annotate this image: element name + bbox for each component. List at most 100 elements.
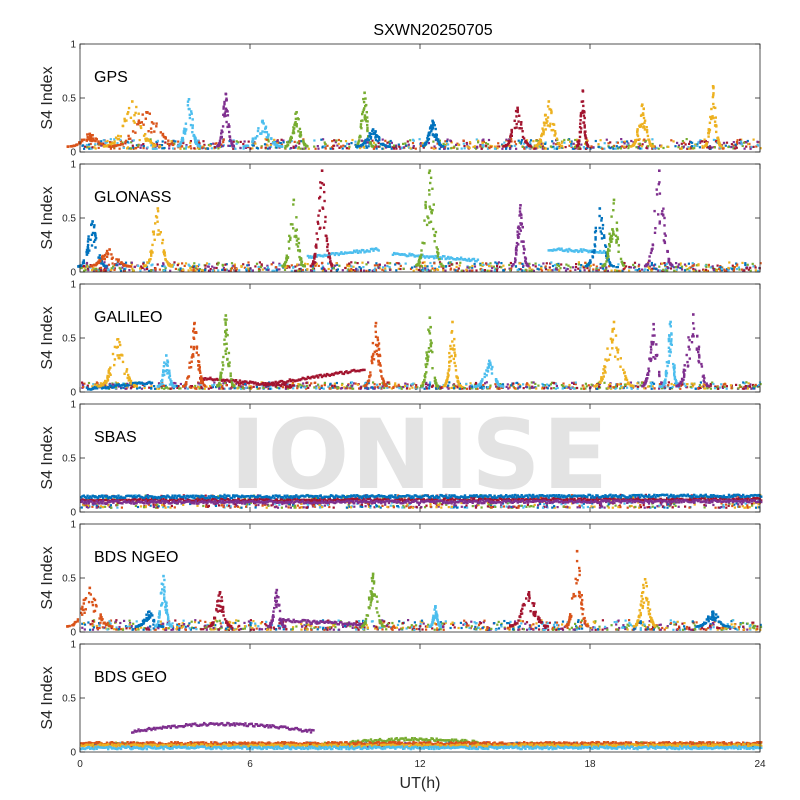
- data-point: [166, 261, 169, 264]
- data-point: [428, 332, 432, 335]
- data-point: [490, 145, 493, 149]
- data-point: [592, 263, 595, 266]
- data-point: [319, 181, 322, 184]
- data-point: [534, 386, 537, 389]
- data-point: [461, 387, 465, 390]
- data-point: [728, 261, 731, 264]
- data-point: [296, 263, 299, 266]
- data-point: [571, 147, 574, 150]
- data-point: [267, 384, 271, 388]
- data-point: [394, 382, 397, 385]
- data-point: [204, 377, 207, 380]
- data-point: [293, 140, 296, 143]
- data-point: [607, 255, 610, 258]
- data-point: [395, 147, 398, 150]
- data-point: [590, 383, 593, 386]
- data-point: [438, 265, 441, 268]
- data-point: [409, 267, 413, 270]
- data-point: [652, 264, 655, 267]
- data-point: [535, 147, 538, 150]
- data-point: [604, 245, 608, 248]
- data-point: [616, 266, 619, 269]
- data-point: [266, 144, 269, 147]
- data-point: [415, 268, 418, 271]
- data-point: [148, 112, 151, 115]
- data-point: [261, 268, 264, 271]
- data-point: [543, 121, 546, 124]
- data-point: [636, 130, 639, 134]
- data-point: [225, 268, 228, 271]
- data-point: [639, 123, 642, 126]
- data-point: [491, 266, 494, 269]
- data-point: [142, 262, 145, 265]
- data-point: [321, 146, 324, 149]
- data-point: [509, 135, 512, 138]
- data-point: [88, 146, 91, 149]
- data-point: [227, 364, 230, 368]
- data-point: [326, 245, 329, 249]
- data-point: [365, 382, 369, 386]
- data-point: [206, 377, 210, 380]
- data-point: [667, 384, 670, 387]
- data-point: [319, 254, 322, 258]
- data-point: [260, 381, 263, 384]
- data-point: [118, 263, 121, 266]
- data-point: [433, 135, 436, 138]
- data-point: [615, 227, 619, 231]
- data-point-peak: [193, 321, 196, 325]
- data-point: [614, 269, 617, 272]
- data-point: [463, 145, 466, 148]
- data-point: [132, 385, 135, 388]
- data-point: [751, 383, 755, 387]
- data-point: [214, 378, 217, 381]
- data-point: [135, 383, 138, 386]
- data-point: [584, 382, 587, 385]
- data-point: [574, 383, 577, 386]
- data-point: [589, 147, 592, 150]
- data-point-peak: [165, 354, 168, 357]
- data-point: [640, 113, 644, 117]
- data-point: [746, 139, 749, 143]
- data-point: [706, 387, 709, 390]
- data-point: [709, 266, 712, 269]
- data-point: [199, 384, 202, 387]
- data-point: [279, 264, 282, 267]
- data-point: [351, 369, 355, 372]
- data-point: [97, 260, 100, 263]
- data-point: [362, 266, 365, 269]
- data-point: [104, 269, 107, 272]
- data-point: [688, 269, 691, 272]
- data-point: [192, 386, 195, 389]
- data-point: [301, 384, 304, 387]
- data-point: [397, 262, 400, 265]
- data-point: [743, 269, 746, 272]
- data-point: [103, 382, 107, 385]
- data-point: [697, 387, 700, 390]
- data-point: [274, 385, 277, 388]
- data-point: [137, 112, 140, 115]
- data-point: [94, 246, 97, 249]
- data-point: [667, 145, 670, 148]
- data-point-peak: [641, 103, 644, 106]
- data-point: [712, 94, 715, 97]
- data-point: [339, 387, 342, 390]
- data-point: [536, 146, 539, 149]
- data-point: [368, 134, 371, 138]
- data-point: [583, 131, 586, 134]
- data-point: [297, 269, 300, 272]
- data-point: [289, 223, 293, 226]
- data-point: [217, 261, 220, 264]
- data-point: [191, 126, 194, 130]
- data-point: [555, 143, 558, 146]
- data-point: [709, 384, 712, 387]
- data-point: [650, 269, 653, 272]
- data-point: [626, 140, 629, 143]
- data-point: [117, 134, 120, 138]
- data-point: [296, 245, 300, 248]
- data-point: [290, 140, 293, 143]
- data-point: [715, 269, 718, 272]
- data-point: [264, 384, 267, 387]
- data-point: [243, 380, 247, 383]
- data-point: [204, 267, 207, 270]
- data-point: [542, 262, 545, 265]
